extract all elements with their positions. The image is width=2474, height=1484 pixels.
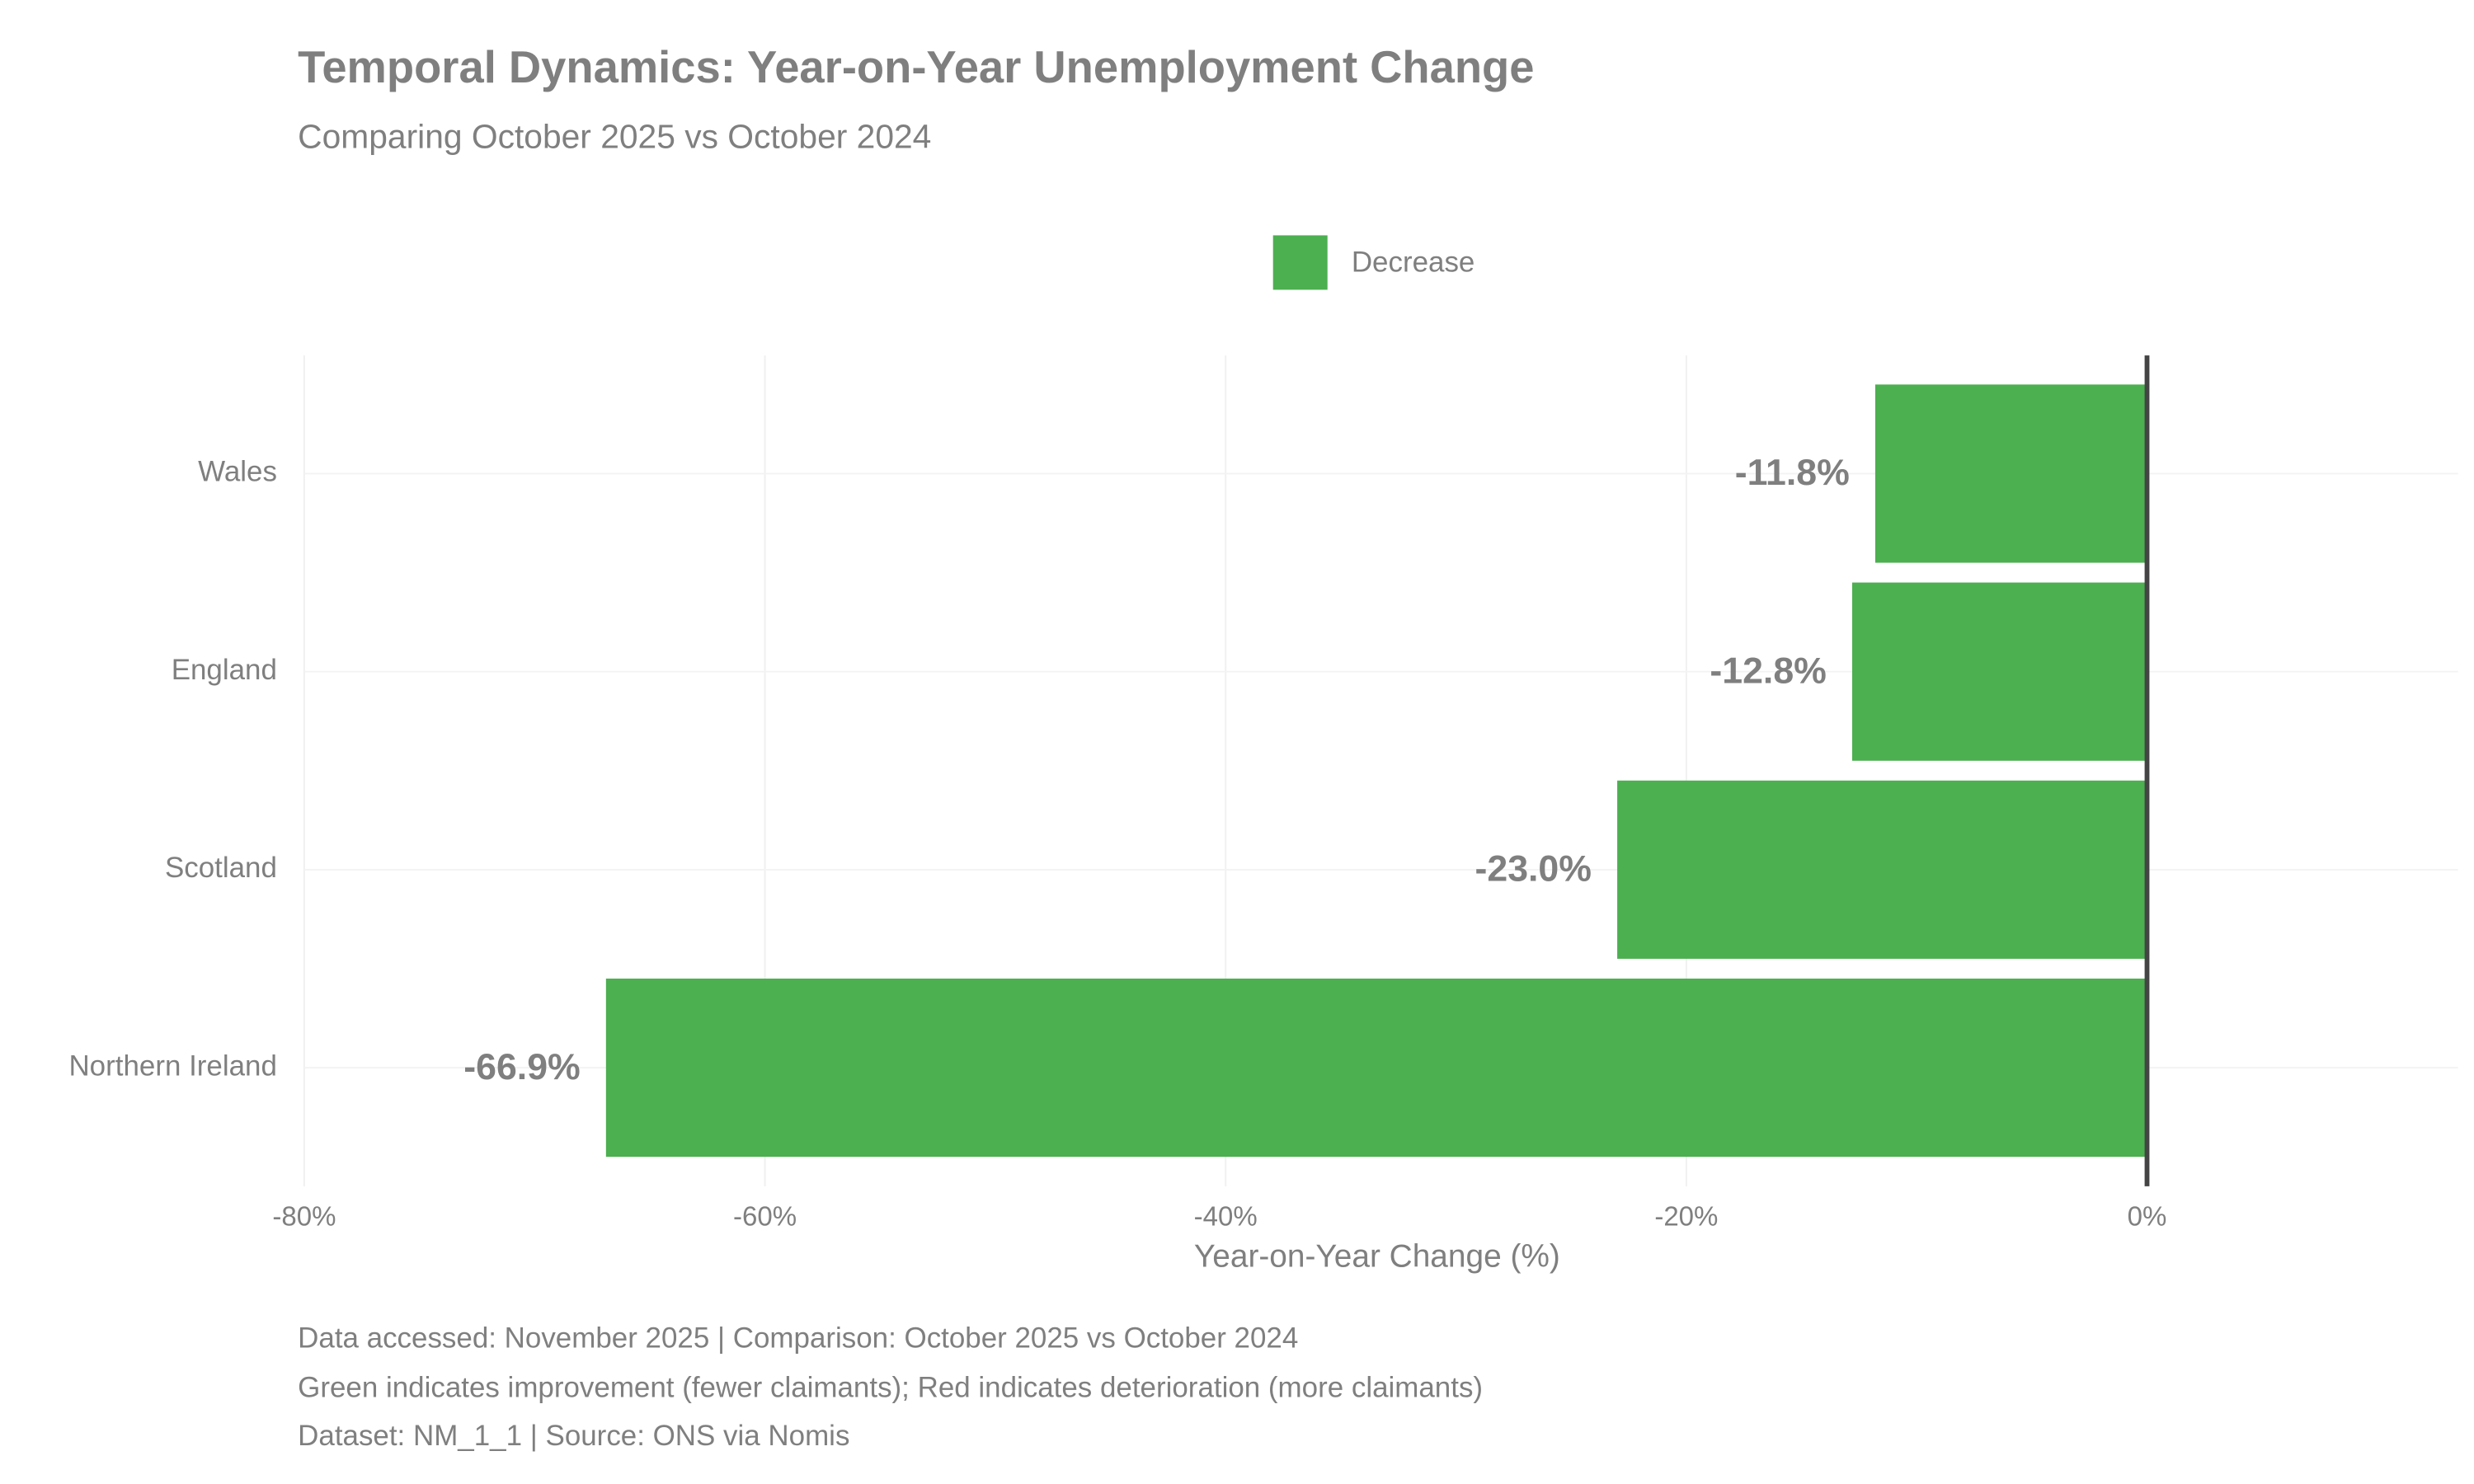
value-label: -23.0% (1475, 849, 1592, 890)
caption: Dataset: NM_1_1 | Source: ONS via Nomis (298, 1420, 849, 1452)
y-tick-label: Scotland (165, 852, 277, 884)
x-tick-label: -80% (272, 1200, 336, 1231)
value-label: -66.9% (463, 1047, 581, 1087)
value-label: -11.8% (1735, 453, 1850, 493)
bar (1617, 780, 2147, 959)
chart-subtitle: Comparing October 2025 vs October 2024 (298, 118, 931, 156)
legend-label: Decrease (1352, 247, 1475, 279)
x-tick-label: -40% (1194, 1200, 1258, 1231)
value-label: -12.8% (1710, 650, 1827, 691)
x-tick-label: 0% (2128, 1200, 2167, 1231)
y-tick-label: England (172, 654, 277, 686)
legend-swatch (1272, 235, 1328, 290)
bar (605, 978, 2147, 1158)
x-axis-title: Year-on-Year Change (%) (1194, 1238, 1560, 1274)
x-tick-label: -60% (733, 1200, 797, 1231)
bar (1851, 582, 2147, 761)
caption: Green indicates improvement (fewer claim… (298, 1372, 1483, 1404)
caption: Data accessed: November 2025 | Compariso… (298, 1322, 1298, 1354)
x-tick-label: -20% (1654, 1200, 1718, 1231)
chart-title: Temporal Dynamics: Year-on-Year Unemploy… (298, 42, 1534, 92)
y-tick-label: Northern Ireland (68, 1050, 276, 1082)
bar (1874, 384, 2147, 563)
y-tick-label: Wales (198, 456, 277, 488)
